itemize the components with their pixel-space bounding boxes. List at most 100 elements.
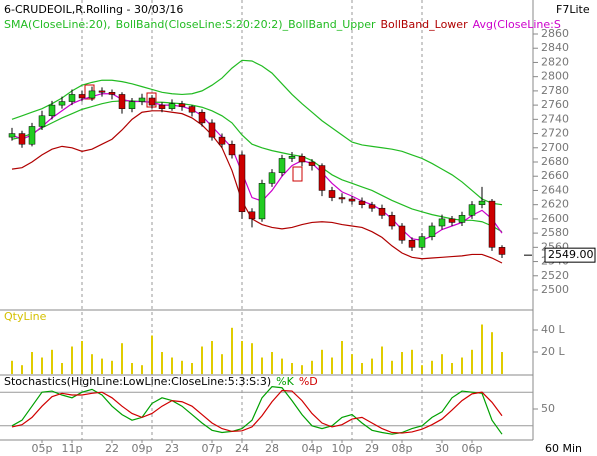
panel-title: Stochastics(HighLine:LowLine:CloseLine:5…: [4, 375, 271, 388]
bar: [111, 360, 113, 374]
x-tick-label: 10p: [332, 442, 353, 455]
y-tick-label: 2820: [541, 55, 569, 68]
bar: [61, 363, 63, 374]
last-price-label: 2549.00: [548, 248, 594, 261]
chart-title: 6-CRUDEOIL,R.Rolling - 30/03/16: [4, 3, 183, 16]
candle-body: [118, 94, 126, 109]
candle-body: [68, 94, 76, 102]
bar: [241, 341, 243, 374]
y-tick-label: 2720: [541, 127, 569, 140]
x-tick-label: 04p: [302, 442, 323, 455]
panel-borders: [0, 0, 534, 441]
bar: [231, 327, 233, 374]
legend-entry: BollBand_Lower: [381, 18, 469, 31]
bar: [441, 354, 443, 374]
candle-body: [288, 156, 296, 159]
legend-entry: %K: [276, 375, 294, 388]
bar: [481, 324, 483, 374]
y-tick-label: 20 L: [541, 345, 565, 358]
y-tick-label: 2780: [541, 84, 569, 97]
candle-body: [78, 94, 86, 99]
bar: [371, 358, 373, 374]
bar: [431, 360, 433, 374]
y-tick-label: 2740: [541, 112, 569, 125]
bar: [421, 365, 423, 374]
candle-body: [368, 204, 376, 209]
candle-body: [238, 154, 246, 213]
candle-body: [248, 211, 256, 220]
candle-body: [168, 103, 176, 109]
bar: [41, 357, 43, 374]
candle-body: [138, 97, 146, 102]
candle-body: [318, 165, 326, 191]
bar: [141, 365, 143, 374]
bar: [221, 354, 223, 374]
bar: [341, 341, 343, 374]
bar: [191, 363, 193, 374]
bar: [311, 360, 313, 374]
y-tick-label: 2580: [541, 226, 569, 239]
series-line: [11, 385, 503, 435]
subtitle: F7Lite: [556, 3, 590, 16]
bar: [131, 363, 133, 374]
bar: [271, 352, 273, 374]
candle-body: [498, 247, 506, 255]
y-tick-label: 2680: [541, 155, 569, 168]
candle-body: [148, 97, 156, 106]
candle-body: [418, 236, 426, 248]
x-tick-label: 09p: [132, 442, 153, 455]
bar: [171, 357, 173, 374]
legend: SMA(CloseLine:20), BollBand(CloseLine:S:2…: [4, 18, 561, 31]
candle-body: [108, 92, 116, 95]
candle-body: [448, 218, 456, 223]
bar: [331, 357, 333, 374]
candle-body: [308, 161, 316, 166]
candle-body: [198, 111, 206, 124]
candle-body: [428, 225, 436, 237]
bar: [401, 352, 403, 374]
candle-body: [228, 143, 236, 156]
candle-body: [378, 207, 386, 216]
bar: [301, 365, 303, 374]
legend-entry: Avg(CloseLine:S: [473, 18, 561, 31]
bar: [161, 352, 163, 374]
legend-entry: %D: [299, 375, 318, 388]
timeframe: 60 Min: [545, 442, 582, 455]
candle-body: [28, 126, 36, 145]
y-tick-label: 2660: [541, 169, 569, 182]
candle-body: [58, 101, 66, 106]
bar: [21, 365, 23, 374]
candle-body: [438, 218, 446, 227]
candle-body: [88, 90, 96, 99]
candle-body: [358, 200, 366, 205]
bar: [11, 360, 13, 374]
y-tick-label: 2840: [541, 41, 569, 54]
bar: [391, 360, 393, 374]
candle-body: [268, 172, 276, 184]
y-tick-label: 2640: [541, 183, 569, 196]
candle-body: [408, 239, 416, 248]
bar: [211, 341, 213, 374]
bar: [201, 346, 203, 374]
candle-body: [18, 133, 26, 145]
candle-body: [458, 215, 466, 223]
bar: [291, 363, 293, 374]
bar: [151, 335, 153, 374]
candle-body: [398, 225, 406, 241]
x-tick-label: 06p: [462, 442, 483, 455]
series-line: [11, 389, 503, 434]
legend-entry: BollBand(CloseLine:S:20:20:2)_BollBand_U…: [116, 18, 376, 31]
candle-body: [338, 197, 346, 200]
candle-body: [388, 215, 396, 227]
bar: [461, 357, 463, 374]
y-tick-label: 2860: [541, 27, 569, 40]
bar: [491, 332, 493, 374]
x-tick-label: 08p: [392, 442, 413, 455]
series-line: [11, 110, 503, 264]
bar: [251, 343, 253, 374]
candle-body: [468, 204, 476, 216]
y-tick-label: 40 L: [541, 323, 565, 336]
y-tick-label: 50: [541, 402, 555, 415]
candle-body: [178, 103, 186, 107]
